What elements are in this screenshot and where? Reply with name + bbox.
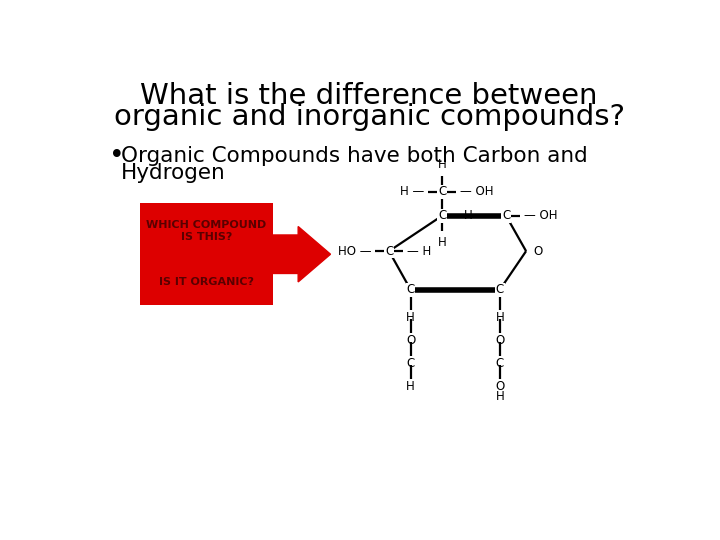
Text: Hydrogen: Hydrogen [121, 163, 226, 183]
Text: C: C [407, 357, 415, 370]
Text: C: C [407, 283, 415, 296]
Text: •: • [109, 143, 125, 168]
Text: HO —: HO — [338, 245, 372, 258]
Text: H: H [438, 236, 446, 249]
Text: O: O [534, 245, 543, 258]
Text: O: O [495, 381, 505, 394]
Text: IS THIS?: IS THIS? [181, 232, 233, 242]
Text: WHICH COMPOUND: WHICH COMPOUND [146, 220, 266, 230]
Text: — OH: — OH [460, 185, 493, 198]
Text: O: O [406, 334, 415, 347]
Text: Organic Compounds have both Carbon and: Organic Compounds have both Carbon and [121, 146, 588, 166]
Text: H: H [495, 311, 504, 324]
Text: — OH: — OH [523, 209, 557, 222]
FancyArrow shape [253, 226, 330, 282]
Text: What is the difference between: What is the difference between [140, 82, 598, 110]
Text: C: C [502, 209, 510, 222]
Text: H: H [495, 390, 504, 403]
Text: — H: — H [407, 245, 431, 258]
Text: C: C [496, 283, 504, 296]
Text: H: H [406, 311, 415, 324]
Text: C: C [496, 357, 504, 370]
Text: O: O [495, 334, 505, 347]
Text: H: H [438, 158, 446, 171]
Text: organic and inorganic compounds?: organic and inorganic compounds? [114, 103, 624, 131]
Text: C: C [385, 245, 393, 258]
Bar [140, 204, 273, 305]
Text: H: H [406, 381, 415, 394]
Text: H —: H — [400, 185, 425, 198]
Text: H —: H — [464, 209, 488, 222]
Text: C: C [438, 209, 446, 222]
Text: C: C [438, 185, 446, 198]
Text: IS IT ORGANIC?: IS IT ORGANIC? [159, 277, 254, 287]
